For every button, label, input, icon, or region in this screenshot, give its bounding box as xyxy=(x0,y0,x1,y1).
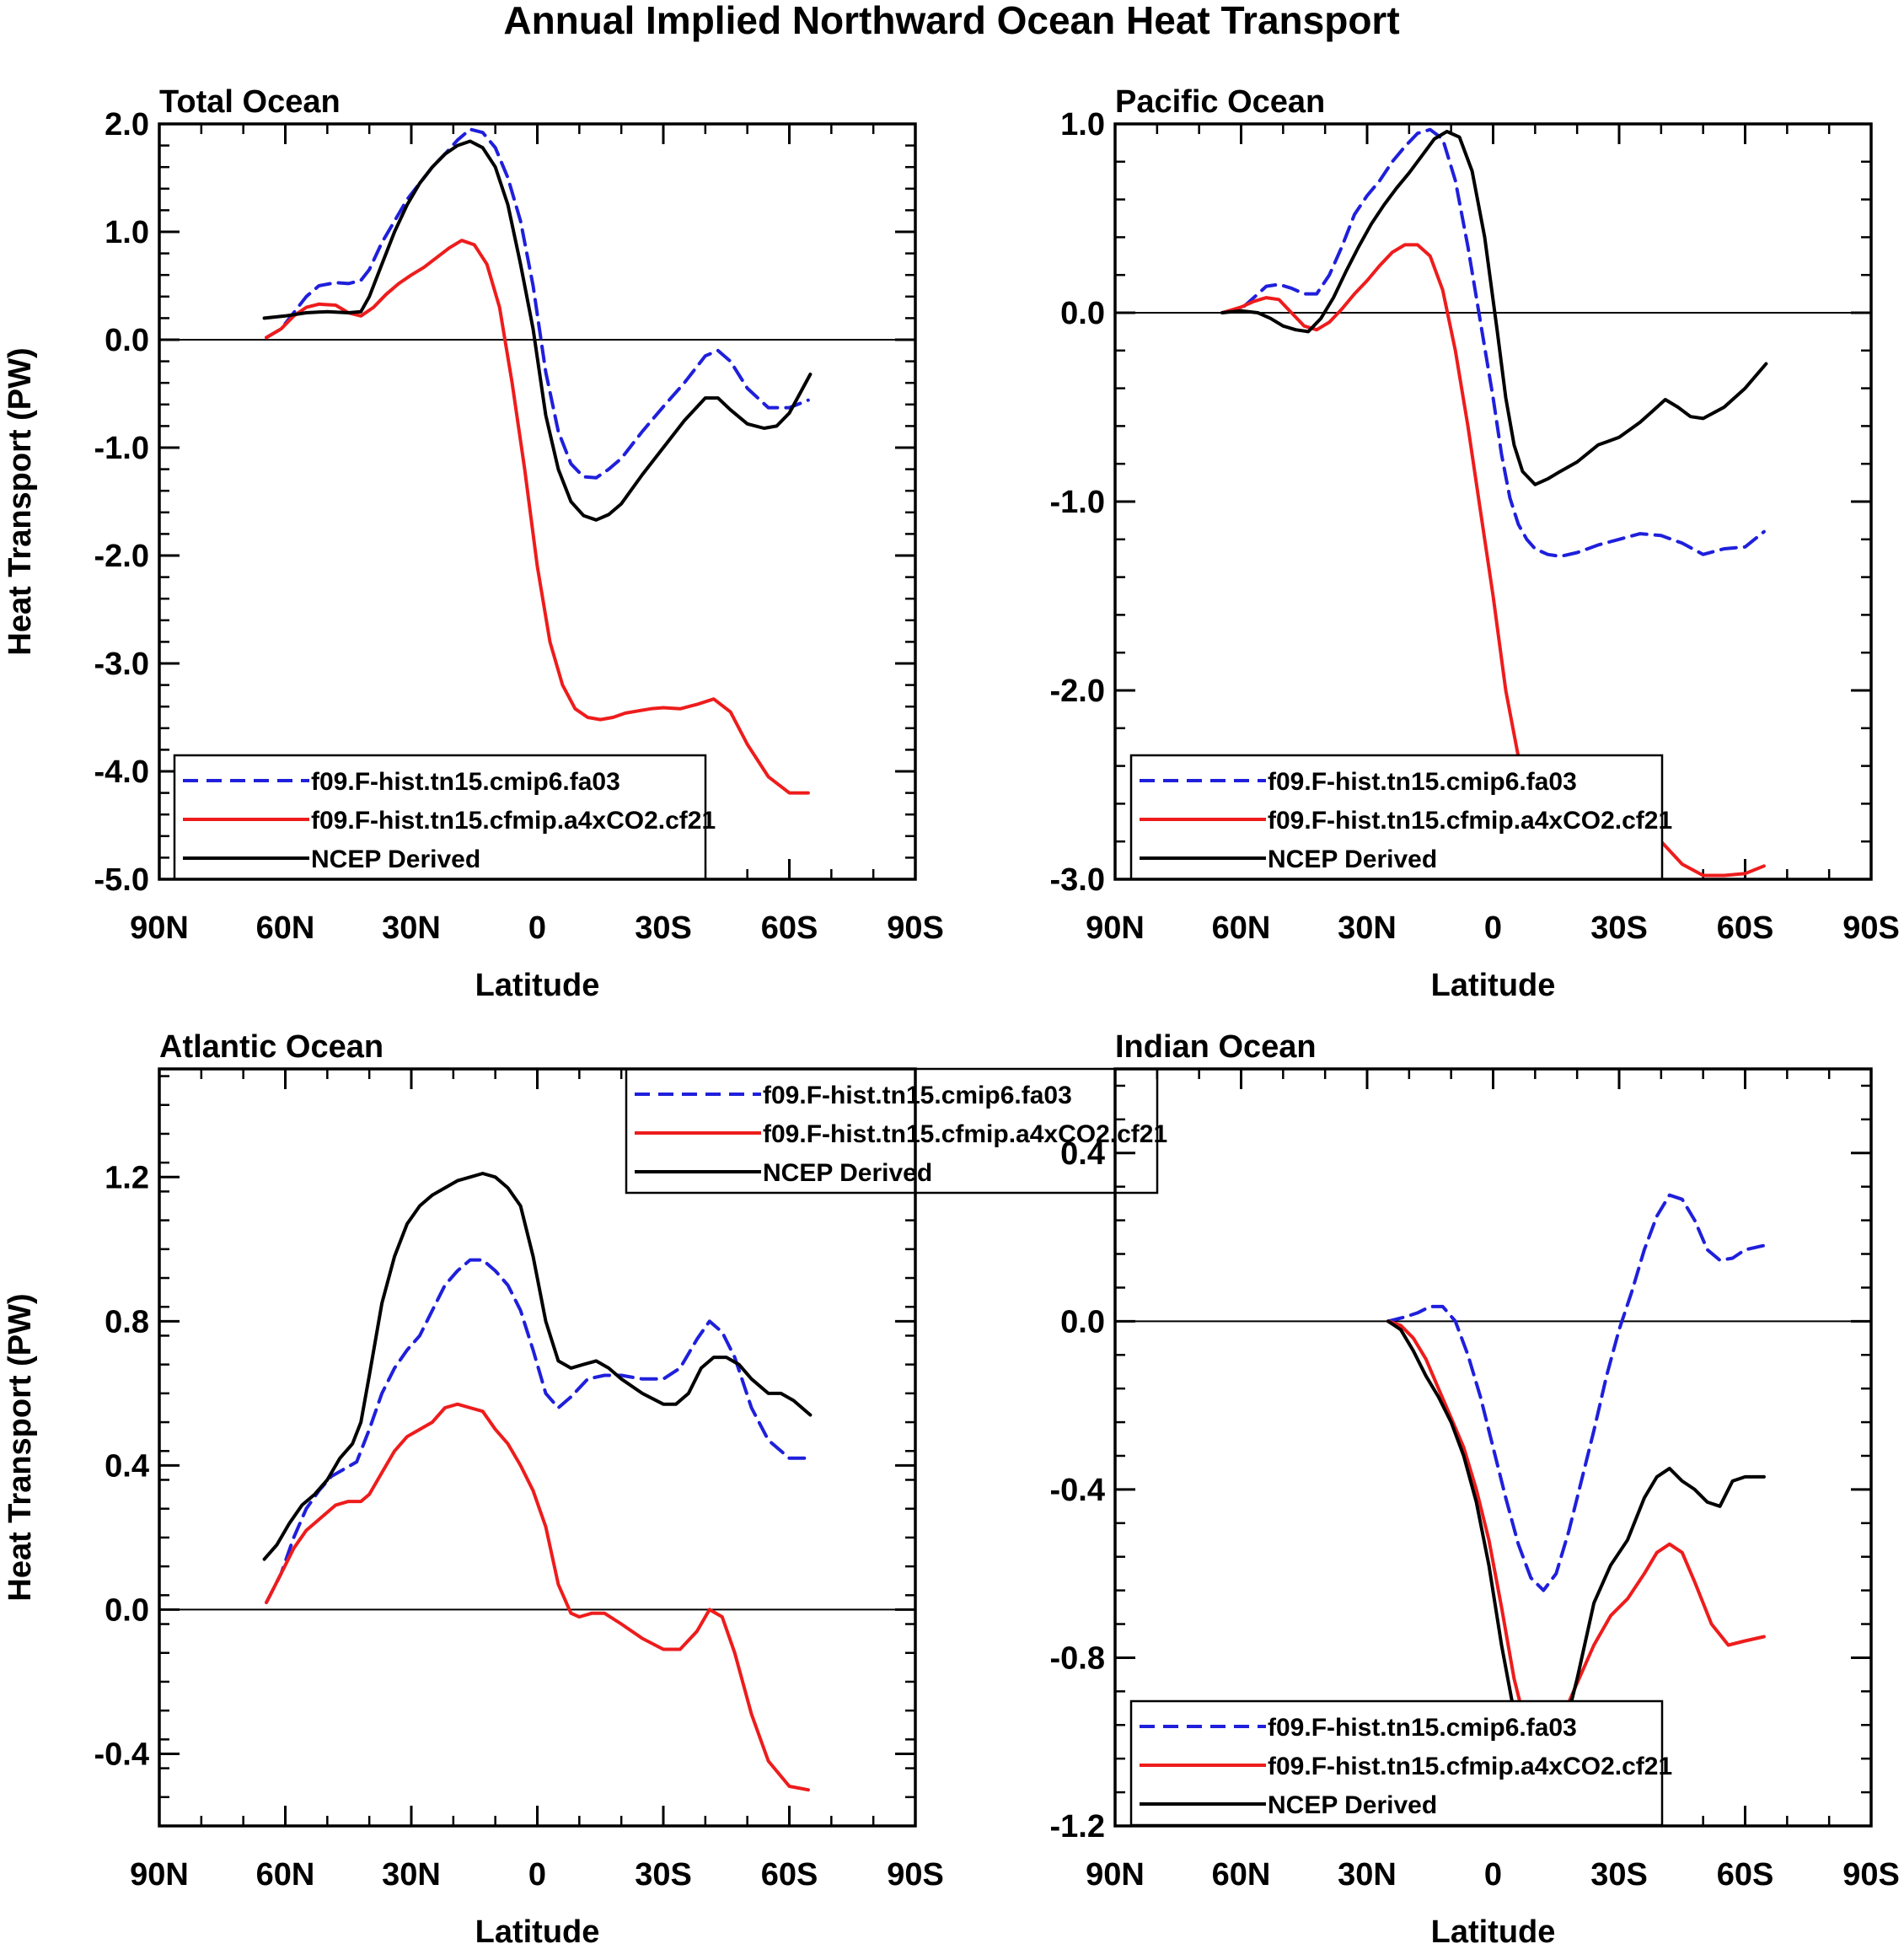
panel-2: Pacific Ocean 90N 60N 30N 0 30S 60S 90S -3.0 -2.0… xyxy=(1050,84,1900,1003)
x-tick-label: 0 xyxy=(1484,910,1502,946)
x-axis-label: Latitude xyxy=(1431,968,1556,1003)
y-tick-label: 0.8 xyxy=(105,1304,149,1340)
y-tick-label: 0.0 xyxy=(1060,1304,1105,1340)
y-tick-label: -0.4 xyxy=(94,1737,149,1772)
series-line-cmip6 xyxy=(265,127,810,480)
y-tick-label: -1.0 xyxy=(94,431,149,466)
x-tick-label: 90S xyxy=(1842,910,1900,946)
panel-3: Atlantic Ocean 90N 60N 30N 0 30S 60S 90S -0.4 0.0… xyxy=(3,1029,1167,1949)
x-tick-label: 60S xyxy=(761,910,818,946)
plot-frame xyxy=(158,1067,917,1828)
x-axis-label: Latitude xyxy=(1431,1914,1556,1949)
x-tick-label: 90S xyxy=(887,910,944,946)
x-axis-label: Latitude xyxy=(475,1914,600,1949)
y-tick-label: -5.0 xyxy=(94,862,149,898)
y-axis-label: Heat Transport (PW) xyxy=(3,347,38,655)
x-tick-label: 60N xyxy=(1212,910,1271,946)
figure-title: Annual Implied Northward Ocean Heat Tran… xyxy=(503,0,1399,42)
y-tick-label: -2.0 xyxy=(1050,674,1105,709)
series-line-a4xco2 xyxy=(265,1402,810,1792)
x-tick-label: 90S xyxy=(887,1857,944,1893)
panel-title: Total Ocean xyxy=(159,84,341,120)
x-tick-label: 0 xyxy=(1484,1857,1502,1893)
series-line-ncep xyxy=(262,1172,813,1561)
series-line-cmip6 xyxy=(1386,1193,1766,1592)
legend: f09.F-hist.tn15.cmip6.fa03 f09.F-hist.tn1… xyxy=(173,754,716,881)
y-tick-label: -1.0 xyxy=(1050,485,1105,520)
legend-label: f09.F-hist.tn15.cfmip.a4xCO2.cf21 xyxy=(1268,1753,1672,1780)
x-axis-label: Latitude xyxy=(475,968,600,1003)
panel-1: Total Ocean 90N 60N 30N 0 30S 60S 90S -5.0 -4.0 -3… xyxy=(3,84,944,1003)
x-tick-label: 30N xyxy=(382,910,441,946)
y-tick-label: 1.0 xyxy=(105,215,149,250)
x-tick-label: 90S xyxy=(1842,1857,1900,1893)
legend-label: f09.F-hist.tn15.cmip6.fa03 xyxy=(1268,1714,1577,1742)
x-tick-label: 30N xyxy=(1338,910,1397,946)
legend-label: f09.F-hist.tn15.cmip6.fa03 xyxy=(763,1082,1072,1109)
y-tick-label: -0.4 xyxy=(1050,1473,1105,1508)
plot-frame xyxy=(1113,1067,1873,1828)
x-tick-label: 30N xyxy=(1338,1857,1397,1893)
x-tick-label: 90N xyxy=(130,910,189,946)
panel-title: Indian Ocean xyxy=(1115,1029,1317,1065)
plot-frame xyxy=(158,122,917,881)
x-tick-label: 0 xyxy=(528,1857,546,1893)
legend: f09.F-hist.tn15.cmip6.fa03 f09.F-hist.tn1… xyxy=(625,1067,1167,1195)
x-tick-label: 60N xyxy=(256,1857,315,1893)
x-tick-label: 90N xyxy=(1086,1857,1145,1893)
series-line-a4xco2 xyxy=(265,239,810,795)
legend-label: NCEP Derived xyxy=(1268,846,1437,873)
legend: f09.F-hist.tn15.cmip6.fa03 f09.F-hist.tn1… xyxy=(1129,1699,1672,1827)
plot-frame xyxy=(1113,122,1873,881)
y-tick-label: 0.0 xyxy=(105,323,149,358)
y-tick-label: 2.0 xyxy=(105,107,149,142)
series-line-cmip6 xyxy=(1220,127,1766,558)
y-tick-label: -4.0 xyxy=(94,754,149,790)
x-tick-label: 30S xyxy=(635,1857,692,1893)
x-tick-label: 0 xyxy=(528,910,546,946)
x-tick-label: 60S xyxy=(1717,1857,1774,1893)
y-tick-label: -3.0 xyxy=(1050,862,1105,898)
y-tick-label: 1.0 xyxy=(1060,107,1105,142)
y-tick-label: 0.4 xyxy=(1060,1136,1105,1172)
y-tick-label: 0.4 xyxy=(105,1448,149,1484)
x-tick-label: 90N xyxy=(1086,910,1145,946)
panel-4: Indian Ocean 90N 60N 30N 0 30S 60S 90S -1.2 -0.8 -… xyxy=(1050,1029,1900,1949)
x-tick-label: 30S xyxy=(635,910,692,946)
y-tick-label: -2.0 xyxy=(94,539,149,574)
y-tick-label: 1.2 xyxy=(105,1160,149,1195)
series-line-ncep xyxy=(262,139,813,522)
y-axis-label: Heat Transport (PW) xyxy=(3,1293,38,1601)
x-tick-label: 30S xyxy=(1590,910,1648,946)
panel-title: Atlantic Ocean xyxy=(159,1029,383,1065)
legend-label: NCEP Derived xyxy=(763,1159,932,1187)
y-tick-label: -3.0 xyxy=(94,647,149,682)
x-tick-label: 60N xyxy=(1212,1857,1271,1893)
y-tick-label: -0.8 xyxy=(1050,1640,1105,1676)
y-tick-label: 0.0 xyxy=(105,1592,149,1628)
legend-label: f09.F-hist.tn15.cmip6.fa03 xyxy=(1268,768,1577,796)
x-tick-label: 90N xyxy=(130,1857,189,1893)
x-tick-label: 60N xyxy=(256,910,315,946)
series-line-ncep xyxy=(1220,130,1768,486)
x-tick-label: 60S xyxy=(1717,910,1774,946)
legend-label: f09.F-hist.tn15.cfmip.a4xCO2.cf21 xyxy=(1268,807,1672,835)
legend-label: NCEP Derived xyxy=(1268,1791,1437,1819)
legend-label: NCEP Derived xyxy=(311,846,480,873)
panels-group: Total Ocean 90N 60N 30N 0 30S 60S 90S -5.0 -4.0 -3… xyxy=(3,84,1900,1949)
y-tick-label: 0.0 xyxy=(1060,296,1105,331)
legend-label: f09.F-hist.tn15.cfmip.a4xCO2.cf21 xyxy=(763,1120,1167,1148)
legend: f09.F-hist.tn15.cmip6.fa03 f09.F-hist.tn1… xyxy=(1129,754,1672,881)
x-tick-label: 30N xyxy=(382,1857,441,1893)
x-tick-label: 60S xyxy=(761,1857,818,1893)
y-tick-label: -1.2 xyxy=(1050,1809,1105,1844)
legend-label: f09.F-hist.tn15.cfmip.a4xCO2.cf21 xyxy=(311,807,716,835)
legend-label: f09.F-hist.tn15.cmip6.fa03 xyxy=(311,768,620,796)
panel-title: Pacific Ocean xyxy=(1115,84,1325,120)
x-tick-label: 30S xyxy=(1590,1857,1648,1893)
series-line-cmip6 xyxy=(265,1258,810,1604)
